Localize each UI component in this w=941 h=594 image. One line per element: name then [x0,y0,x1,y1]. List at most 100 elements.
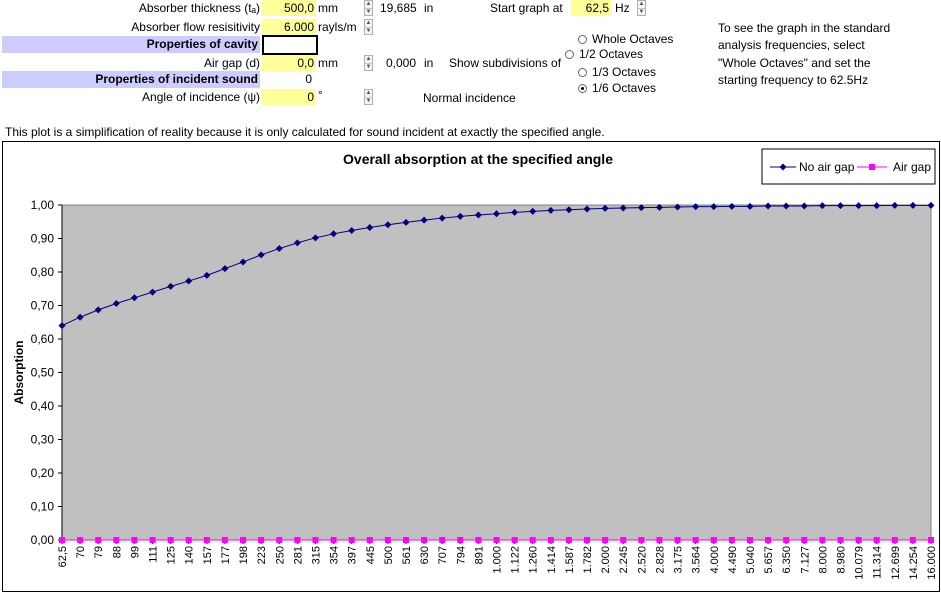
x-tick-label: 70 [75,546,87,558]
data-point [855,537,862,543]
data-point [746,202,754,210]
data-point [601,204,609,212]
y-tick-label: 0,70 [31,299,55,313]
angle-spinner[interactable]: ▲ ▼ [364,89,373,105]
radio-whole-octaves[interactable]: Whole Octaves [578,32,673,46]
y-tick-label: 0,90 [31,232,55,246]
legend-marker-2 [869,164,875,170]
data-point [312,537,319,543]
data-point [239,258,247,266]
data-point [221,265,229,273]
x-tick-label: 1.260 [528,546,540,574]
x-tick-label: 2.245 [618,546,630,574]
data-point [257,251,265,259]
x-tick-label: 1.414 [546,546,558,574]
x-tick-label: 198 [238,546,250,564]
radio-label: 1/2 Octaves [579,47,644,61]
x-tick-label: 177 [220,546,232,564]
data-point [547,206,555,214]
selected-cell[interactable] [262,35,318,55]
data-point [765,537,772,543]
incident-header: Properties of incident sound [2,71,260,88]
absorber-thickness-spinner[interactable]: ▲ ▼ [364,0,373,16]
x-tick-label: 2.000 [600,546,612,574]
data-point [112,299,120,307]
absorber-thickness-input[interactable]: 500,0 [262,0,316,16]
x-tick-label: 11.314 [872,546,884,579]
data-point [764,202,772,210]
radio-icon[interactable] [578,34,587,44]
flow-resistivity-spinner[interactable]: ▲ ▼ [364,19,373,35]
data-point [203,271,211,279]
data-point [728,537,735,543]
radio-icon[interactable] [578,67,587,77]
data-point [203,537,210,543]
start-graph-input[interactable]: 62,5 [571,0,611,16]
data-point [836,202,844,210]
data-point [655,203,663,211]
x-tick-label: 62,5 [57,546,69,567]
plot-area [61,204,932,541]
radio-half-octaves[interactable]: 1/2 Octaves [565,47,643,61]
data-point [420,216,428,224]
x-tick-label: 2.520 [636,546,648,574]
data-point [330,230,338,238]
x-tick-label: 1.587 [564,546,576,574]
radio-selected-icon[interactable] [578,83,587,93]
data-point [909,201,917,209]
x-tick-label: 500 [383,546,395,564]
data-point [782,202,790,210]
x-tick-label: 3.175 [673,546,685,574]
data-point [565,206,573,214]
data-point [638,537,645,543]
air-gap-input[interactable]: 0,0 [262,55,316,71]
data-point [656,537,663,543]
data-point [746,537,753,543]
legend-box [761,148,936,185]
x-tick-label: 354 [329,546,341,564]
data-point [384,537,391,543]
y-tick-label: 0,40 [31,399,55,413]
angle-input[interactable]: 0 [262,89,316,105]
data-point [293,239,301,247]
data-point [366,537,373,543]
legend-label-1: No air gap [799,160,855,174]
data-point [456,212,464,220]
x-tick-label: 157 [202,546,214,564]
data-point [837,537,844,543]
data-point [95,537,102,543]
data-point [131,537,138,543]
data-point [59,537,65,543]
data-point [457,537,464,543]
air-gap-converted: 0,000 [386,56,417,70]
x-tick-label: 561 [401,546,413,564]
data-point [692,203,700,211]
start-graph-label: Start graph at [490,1,563,15]
data-point [529,207,537,215]
data-point [421,537,428,543]
data-point [529,537,536,543]
x-tick-label: 445 [365,546,377,564]
data-point [873,202,881,210]
start-graph-spinner[interactable]: ▲ ▼ [637,0,646,16]
data-point [185,537,192,543]
data-point [330,537,337,543]
absorber-thickness-converted-unit: in [424,1,434,15]
x-tick-label: 7.127 [799,546,811,574]
data-point [584,537,591,543]
data-point [438,214,446,222]
radio-icon[interactable] [565,49,574,59]
data-point [130,294,138,302]
x-tick-label: 8.980 [835,546,847,574]
data-point [167,282,175,290]
air-gap-spinner[interactable]: ▲ ▼ [364,55,373,71]
data-point [167,537,174,543]
legend-label-2: Air gap [893,160,931,174]
flow-resistivity-input[interactable]: 6.000 [262,19,316,35]
x-tick-label: 125 [166,546,178,564]
chart-container[interactable]: Overall absorption at the specified angl… [2,141,940,592]
y-tick-label: 0,60 [31,332,55,346]
data-point [602,537,609,543]
radio-third-octaves[interactable]: 1/3 Octaves [578,65,656,79]
radio-sixth-octaves[interactable]: 1/6 Octaves [578,81,656,95]
